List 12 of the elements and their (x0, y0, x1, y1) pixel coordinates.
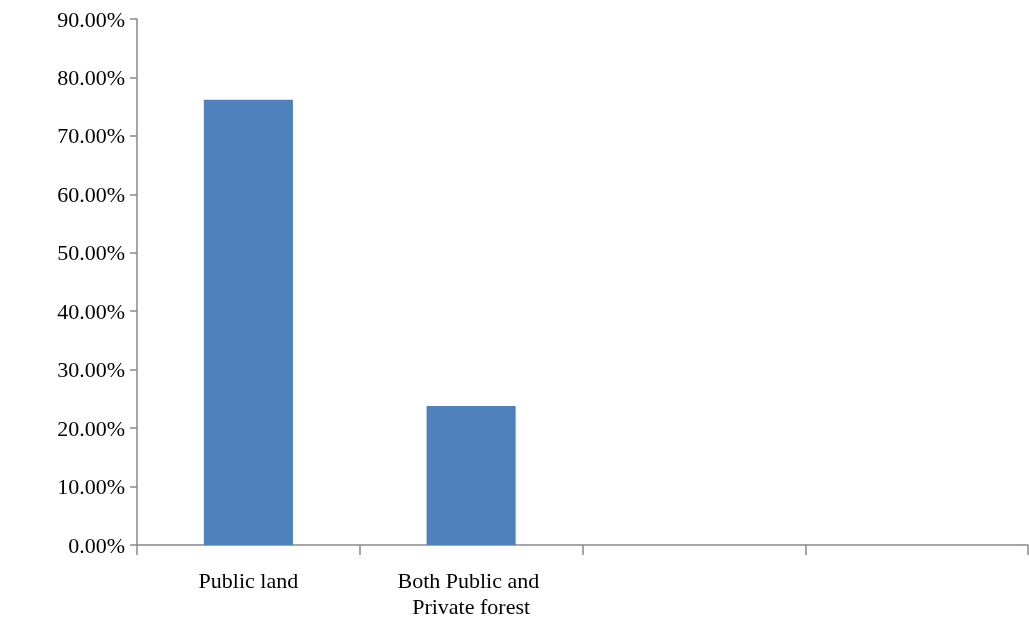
y-tick-label: 70.00% (57, 123, 125, 149)
x-tick-label: Both Public and Private forest (397, 567, 545, 619)
y-tick-label: 20.00% (57, 415, 125, 441)
y-tick-label: 80.00% (57, 64, 125, 90)
y-tick-label: 0.00% (68, 532, 125, 558)
y-tick-label: 30.00% (57, 357, 125, 383)
y-tick-label: 50.00% (57, 240, 125, 266)
y-tick-label: 40.00% (57, 298, 125, 324)
y-tick-label: 90.00% (57, 6, 125, 32)
x-tick-label: Public land (198, 567, 299, 593)
y-tick-label: 10.00% (57, 474, 125, 500)
y-tick-label: 60.00% (57, 181, 125, 207)
